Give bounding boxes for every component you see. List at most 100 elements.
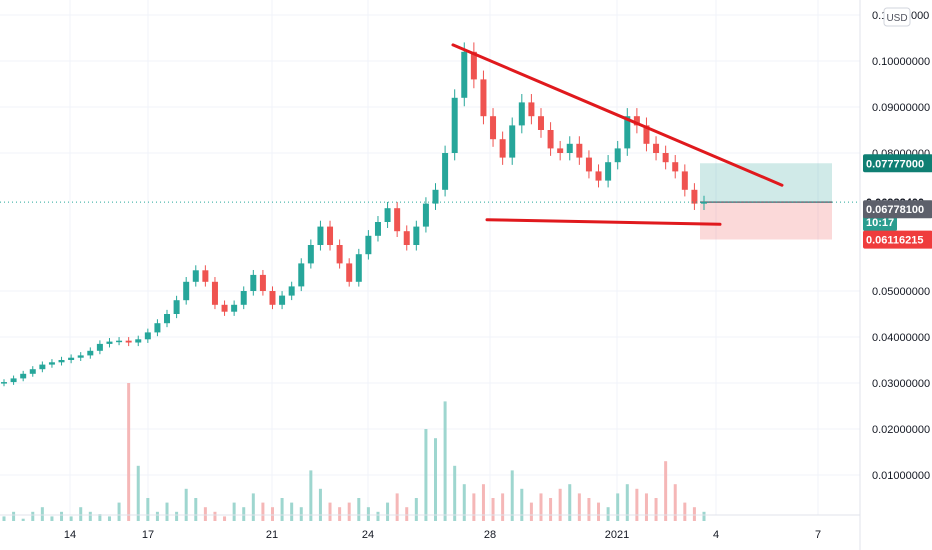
price-tag-bg	[863, 154, 932, 173]
candle-body	[557, 148, 564, 153]
candle-body	[566, 143, 573, 153]
volume-bar	[395, 493, 399, 521]
candle-body	[355, 254, 362, 282]
volume-bar	[290, 502, 294, 521]
volume-bar	[702, 511, 706, 521]
y-tick-label: 0.01000000	[872, 470, 930, 482]
volume-bar	[386, 502, 390, 521]
volume-bar	[88, 511, 92, 521]
volume-bar	[644, 493, 648, 521]
volume-bar	[462, 484, 466, 521]
candle-body	[211, 281, 218, 305]
volume-bar	[625, 484, 629, 521]
volume-bar	[328, 502, 332, 521]
volume-bar	[405, 507, 409, 521]
candle-body	[298, 263, 305, 287]
currency-button[interactable]: USD	[883, 7, 911, 27]
price-tag-label: 0.07777000	[866, 158, 924, 170]
candle-body	[470, 51, 477, 80]
volume-bar	[529, 502, 533, 521]
candle-body	[250, 274, 257, 291]
y-tick-label: 0.10000000	[872, 56, 930, 68]
upper-trendline[interactable]	[451, 43, 784, 187]
volume-bar	[673, 484, 677, 521]
volume-bar	[242, 507, 246, 521]
volume-bar	[232, 502, 236, 521]
volume-bar	[117, 502, 121, 521]
volume-bar	[31, 511, 35, 521]
candle-body	[518, 102, 525, 126]
candle-body	[68, 357, 75, 360]
candle-body	[701, 202, 707, 204]
candle-body	[202, 270, 209, 282]
x-tick-label: 2021	[605, 529, 629, 541]
candle-body	[451, 97, 458, 153]
volume-bar	[366, 507, 370, 521]
volume-bar	[12, 511, 16, 521]
volume-bar	[98, 514, 102, 521]
candle-body	[528, 102, 535, 117]
price-tag: 0.06778100	[863, 200, 932, 219]
volume-bar	[69, 516, 73, 521]
candle-body	[576, 143, 583, 158]
currency-label: USD	[886, 13, 907, 24]
volume-bar	[558, 488, 562, 521]
volume-bar	[635, 488, 639, 521]
volume-bar	[136, 465, 140, 521]
volume-bar	[127, 383, 131, 521]
candle-body	[231, 304, 238, 312]
y-tick-label: 0.03000000	[872, 378, 930, 390]
volume-bar	[251, 493, 255, 521]
candle-body	[327, 226, 334, 245]
volume-bar	[491, 498, 495, 521]
volume-bar	[194, 498, 198, 521]
x-tick-label: 14	[64, 529, 76, 541]
volume-bar	[587, 498, 591, 521]
volume-bar	[40, 507, 44, 521]
lower-trendline[interactable]	[485, 218, 722, 226]
candle-body	[403, 231, 410, 245]
candle-body	[384, 208, 391, 222]
price-tag-bg	[863, 200, 932, 219]
candle-body	[509, 125, 516, 158]
candle-body	[288, 286, 295, 296]
volume-bar	[616, 493, 620, 521]
volume-bar	[318, 488, 322, 521]
volume-bar	[165, 502, 169, 521]
candle-body	[547, 130, 554, 149]
y-tick-label: 0.05000000	[872, 286, 930, 298]
volume-bar	[21, 518, 25, 521]
price-tag-bg	[863, 230, 932, 249]
candle-body	[39, 364, 46, 370]
volume-bar	[79, 507, 83, 521]
candle-body	[307, 245, 314, 264]
volume-bar	[414, 498, 418, 521]
volume-bar	[443, 401, 447, 521]
volume-bar	[280, 498, 284, 521]
candle-body	[374, 222, 381, 236]
candle-body	[48, 362, 55, 365]
position-target-zone[interactable]	[700, 163, 832, 203]
candle-body	[279, 295, 286, 305]
volume-bar	[261, 502, 265, 521]
volume-bar	[520, 488, 524, 521]
price-tag-label: 0.06116215	[866, 235, 924, 247]
candle-body	[537, 116, 544, 130]
candle-body	[135, 339, 142, 343]
candle-body	[691, 189, 698, 204]
price-tag-label: 0.06778100	[866, 204, 924, 216]
candle-body	[58, 360, 65, 363]
candle-body	[461, 51, 468, 98]
candle-body	[106, 341, 113, 344]
y-tick-label: 0.02000000	[872, 424, 930, 436]
volume-bar	[213, 511, 217, 521]
candle-body	[144, 332, 151, 340]
candle-body	[1, 382, 7, 384]
position-stop-zone[interactable]	[700, 202, 832, 240]
candle-body	[221, 304, 228, 312]
x-tick-label: 4	[713, 529, 719, 541]
x-tick-label: 21	[266, 529, 278, 541]
candle-body	[672, 162, 679, 172]
candle-body	[346, 263, 353, 282]
